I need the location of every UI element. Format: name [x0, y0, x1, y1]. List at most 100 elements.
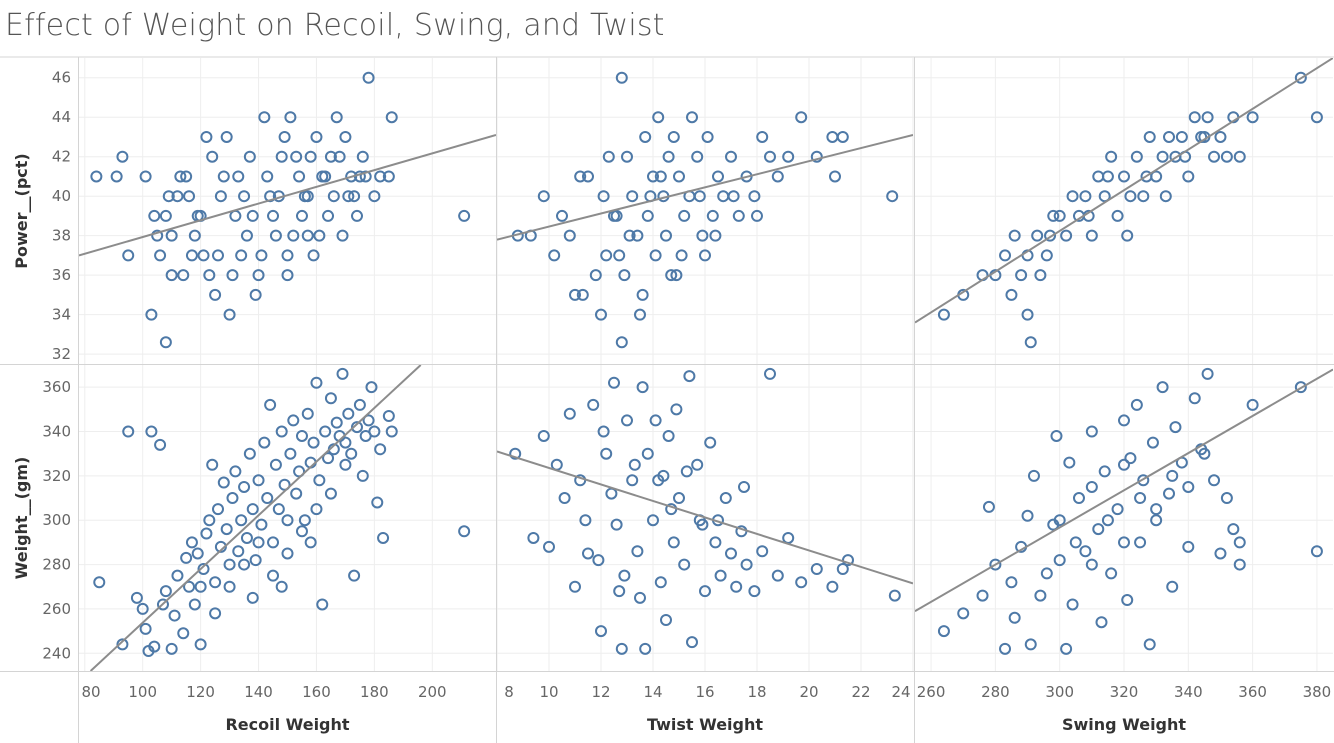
data-point — [1143, 130, 1156, 143]
data-point — [1021, 308, 1034, 321]
y-tick-label: 42 — [52, 148, 71, 166]
data-point — [1140, 170, 1153, 183]
data-point — [1040, 567, 1053, 580]
y-tick-label: 44 — [52, 108, 71, 126]
data-point — [206, 150, 219, 163]
data-point — [576, 288, 589, 301]
data-point — [748, 190, 761, 203]
data-point — [1050, 429, 1063, 442]
data-point — [618, 569, 631, 582]
data-point — [712, 170, 724, 183]
data-point — [275, 150, 288, 163]
data-point — [548, 249, 561, 262]
data-point — [1294, 71, 1307, 84]
panel-2-0 — [915, 58, 1333, 349]
data-point — [345, 170, 358, 183]
data-point — [595, 308, 607, 321]
data-point — [1124, 190, 1137, 203]
data-point — [795, 111, 808, 124]
data-point — [1085, 480, 1098, 493]
data-point — [1208, 474, 1221, 487]
data-point — [670, 269, 683, 282]
data-point — [203, 514, 216, 527]
data-point — [252, 474, 265, 487]
trend-line — [915, 58, 1333, 324]
data-point — [353, 398, 366, 411]
data-point — [738, 480, 750, 493]
data-point — [1143, 638, 1156, 651]
data-point — [634, 308, 646, 321]
data-point — [1105, 150, 1118, 163]
data-point — [1220, 150, 1233, 163]
y-tick-label: 260 — [42, 600, 71, 618]
data-point — [652, 111, 665, 124]
data-point — [1182, 480, 1195, 493]
y-tick-label: 40 — [52, 187, 71, 205]
data-point — [1027, 469, 1040, 482]
data-point — [156, 598, 169, 611]
data-point — [1163, 487, 1176, 500]
data-point — [1150, 514, 1163, 527]
data-point — [278, 478, 291, 491]
data-point — [267, 209, 280, 222]
data-point — [339, 458, 352, 471]
data-point — [1118, 170, 1130, 183]
data-point — [1198, 447, 1211, 460]
panel-0-1 — [89, 365, 471, 671]
data-point — [1134, 536, 1147, 549]
data-point — [275, 425, 288, 438]
data-point — [1134, 492, 1147, 505]
data-point — [333, 150, 346, 163]
data-point — [319, 425, 332, 438]
data-point — [509, 447, 522, 460]
data-point — [159, 209, 172, 222]
data-point — [371, 496, 384, 509]
data-point — [229, 209, 242, 222]
data-point — [235, 249, 248, 262]
data-point — [322, 452, 335, 465]
chart-title: Effect of Weight on Recoil, Swing, and T… — [5, 8, 665, 43]
data-point — [342, 190, 355, 203]
data-point — [1005, 288, 1018, 301]
data-point — [240, 229, 253, 242]
data-point — [171, 190, 184, 203]
data-point — [324, 150, 337, 163]
data-point — [275, 580, 288, 593]
data-point — [1085, 229, 1098, 242]
data-point — [1121, 229, 1134, 242]
data-point — [1208, 150, 1221, 163]
data-point — [339, 130, 352, 143]
data-point — [235, 514, 248, 527]
data-point — [842, 554, 854, 567]
data-point — [345, 447, 358, 460]
data-point — [1079, 545, 1092, 558]
x-tick-label: 140 — [244, 683, 273, 701]
y-tick-label: 280 — [42, 556, 71, 574]
y-tick-label: 36 — [52, 266, 71, 284]
data-point — [217, 476, 230, 489]
data-point — [764, 367, 776, 380]
data-point — [1098, 465, 1111, 478]
data-point — [1040, 249, 1053, 262]
data-point — [258, 436, 271, 449]
data-point — [194, 638, 207, 651]
data-point — [310, 376, 323, 389]
data-point — [1201, 367, 1214, 380]
data-point — [574, 170, 587, 183]
data-point — [563, 407, 576, 420]
data-point — [209, 576, 222, 589]
data-point — [550, 458, 563, 471]
data-point — [810, 150, 823, 163]
x-axis-title: Swing Weight — [1062, 715, 1186, 734]
data-point — [719, 492, 732, 505]
data-point — [368, 190, 381, 203]
panel-1-1 — [497, 367, 913, 655]
x-tick-label: 360 — [1238, 683, 1267, 701]
data-point — [1166, 469, 1179, 482]
data-point — [188, 229, 201, 242]
data-point — [359, 170, 372, 183]
y-tick-label: 38 — [52, 227, 71, 245]
data-point — [1085, 425, 1098, 438]
data-point — [301, 229, 314, 242]
data-point — [1053, 514, 1066, 527]
